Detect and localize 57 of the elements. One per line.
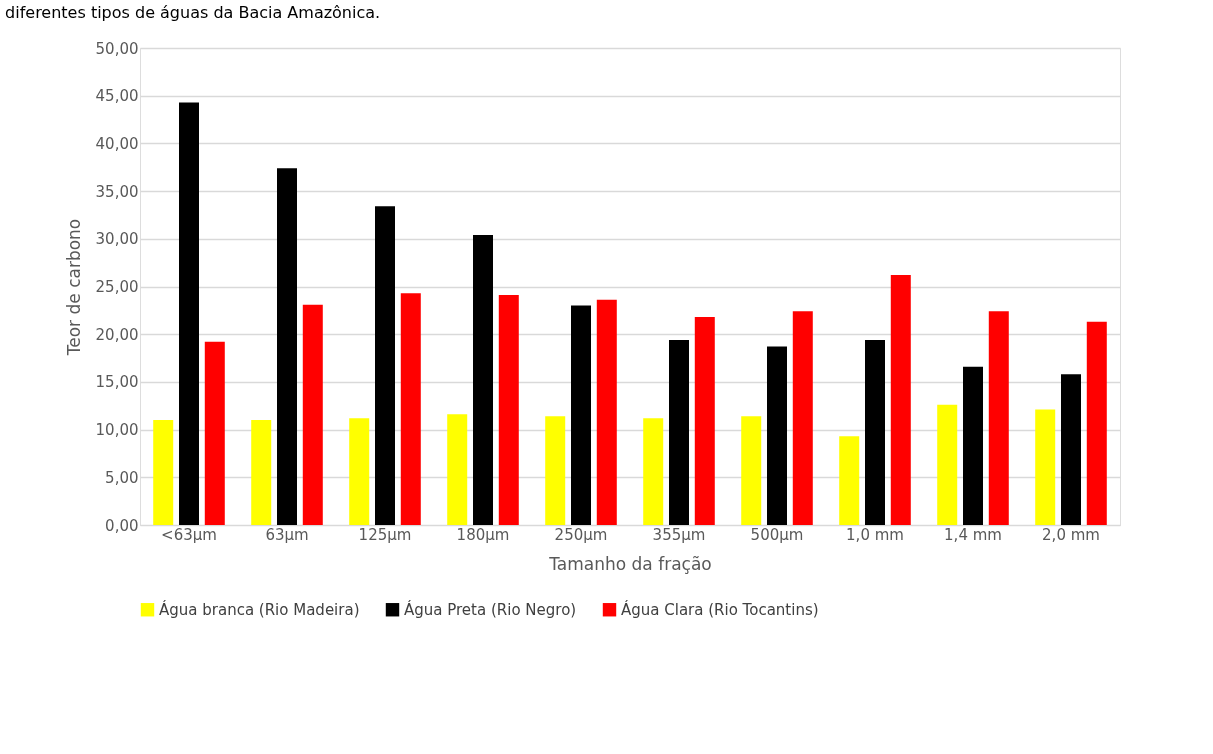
y-tick-label: 25,00 <box>95 278 139 296</box>
y-tick-label: 30,00 <box>95 230 139 249</box>
bar <box>890 275 911 525</box>
bar <box>153 420 174 525</box>
y-tick-label: 15,00 <box>95 373 139 392</box>
y-tick-label: 45,00 <box>95 87 139 106</box>
x-axis-title: Tamanho da fração <box>548 553 712 574</box>
bar <box>792 311 813 525</box>
x-tick-label: 125µm <box>358 525 412 544</box>
y-tick-label: 50,00 <box>95 39 139 58</box>
bar <box>400 293 421 525</box>
bar <box>643 418 664 525</box>
y-tick-label: 40,00 <box>95 134 139 153</box>
legend-label: Água Clara (Rio Tocantins) <box>621 599 819 619</box>
x-tick-label: 63µm <box>265 525 309 544</box>
bar <box>545 416 566 525</box>
legend-label: Água branca (Rio Madeira) <box>159 599 360 619</box>
y-tick-label: 5,00 <box>105 468 139 487</box>
x-tick-label: 1,4 mm <box>944 525 1002 544</box>
x-tick-label: 355µm <box>652 525 706 544</box>
x-tick-label: 250µm <box>554 525 608 544</box>
bar <box>988 311 1009 525</box>
bar <box>694 317 715 525</box>
bar <box>302 304 323 525</box>
legend-label: Água Preta (Rio Negro) <box>404 599 577 619</box>
bar <box>251 420 272 525</box>
x-tick-label: <63µm <box>161 525 217 544</box>
bar <box>596 299 617 525</box>
x-tick-label: 500µm <box>750 525 804 544</box>
bar <box>204 341 225 525</box>
bar <box>937 404 958 525</box>
bar <box>1086 321 1107 525</box>
y-tick-label: 35,00 <box>95 182 139 201</box>
bar <box>179 102 199 525</box>
y-axis-title: Teor de carbono <box>63 218 84 357</box>
x-tick-label: 2,0 mm <box>1042 525 1100 544</box>
bar <box>1035 409 1056 525</box>
y-tick-label: 10,00 <box>95 421 139 440</box>
y-tick-label: 20,00 <box>95 325 139 344</box>
bar <box>767 346 787 525</box>
bar <box>669 339 689 525</box>
bar <box>473 234 493 525</box>
chart-title: diferentes tipos de águas da Bacia Amazônica. <box>5 3 381 22</box>
x-tick-label: 1,0 mm <box>846 525 904 544</box>
bar <box>498 295 519 525</box>
bar <box>963 366 983 525</box>
bar <box>349 418 370 525</box>
bar <box>375 206 395 525</box>
bar <box>741 416 762 525</box>
bar <box>571 305 591 525</box>
x-tick-label: 180µm <box>456 525 510 544</box>
bar <box>277 168 297 525</box>
bar <box>839 436 860 525</box>
bar <box>447 414 468 525</box>
y-tick-label: 0,00 <box>105 516 139 535</box>
bar <box>865 339 885 525</box>
bar <box>1061 374 1081 525</box>
